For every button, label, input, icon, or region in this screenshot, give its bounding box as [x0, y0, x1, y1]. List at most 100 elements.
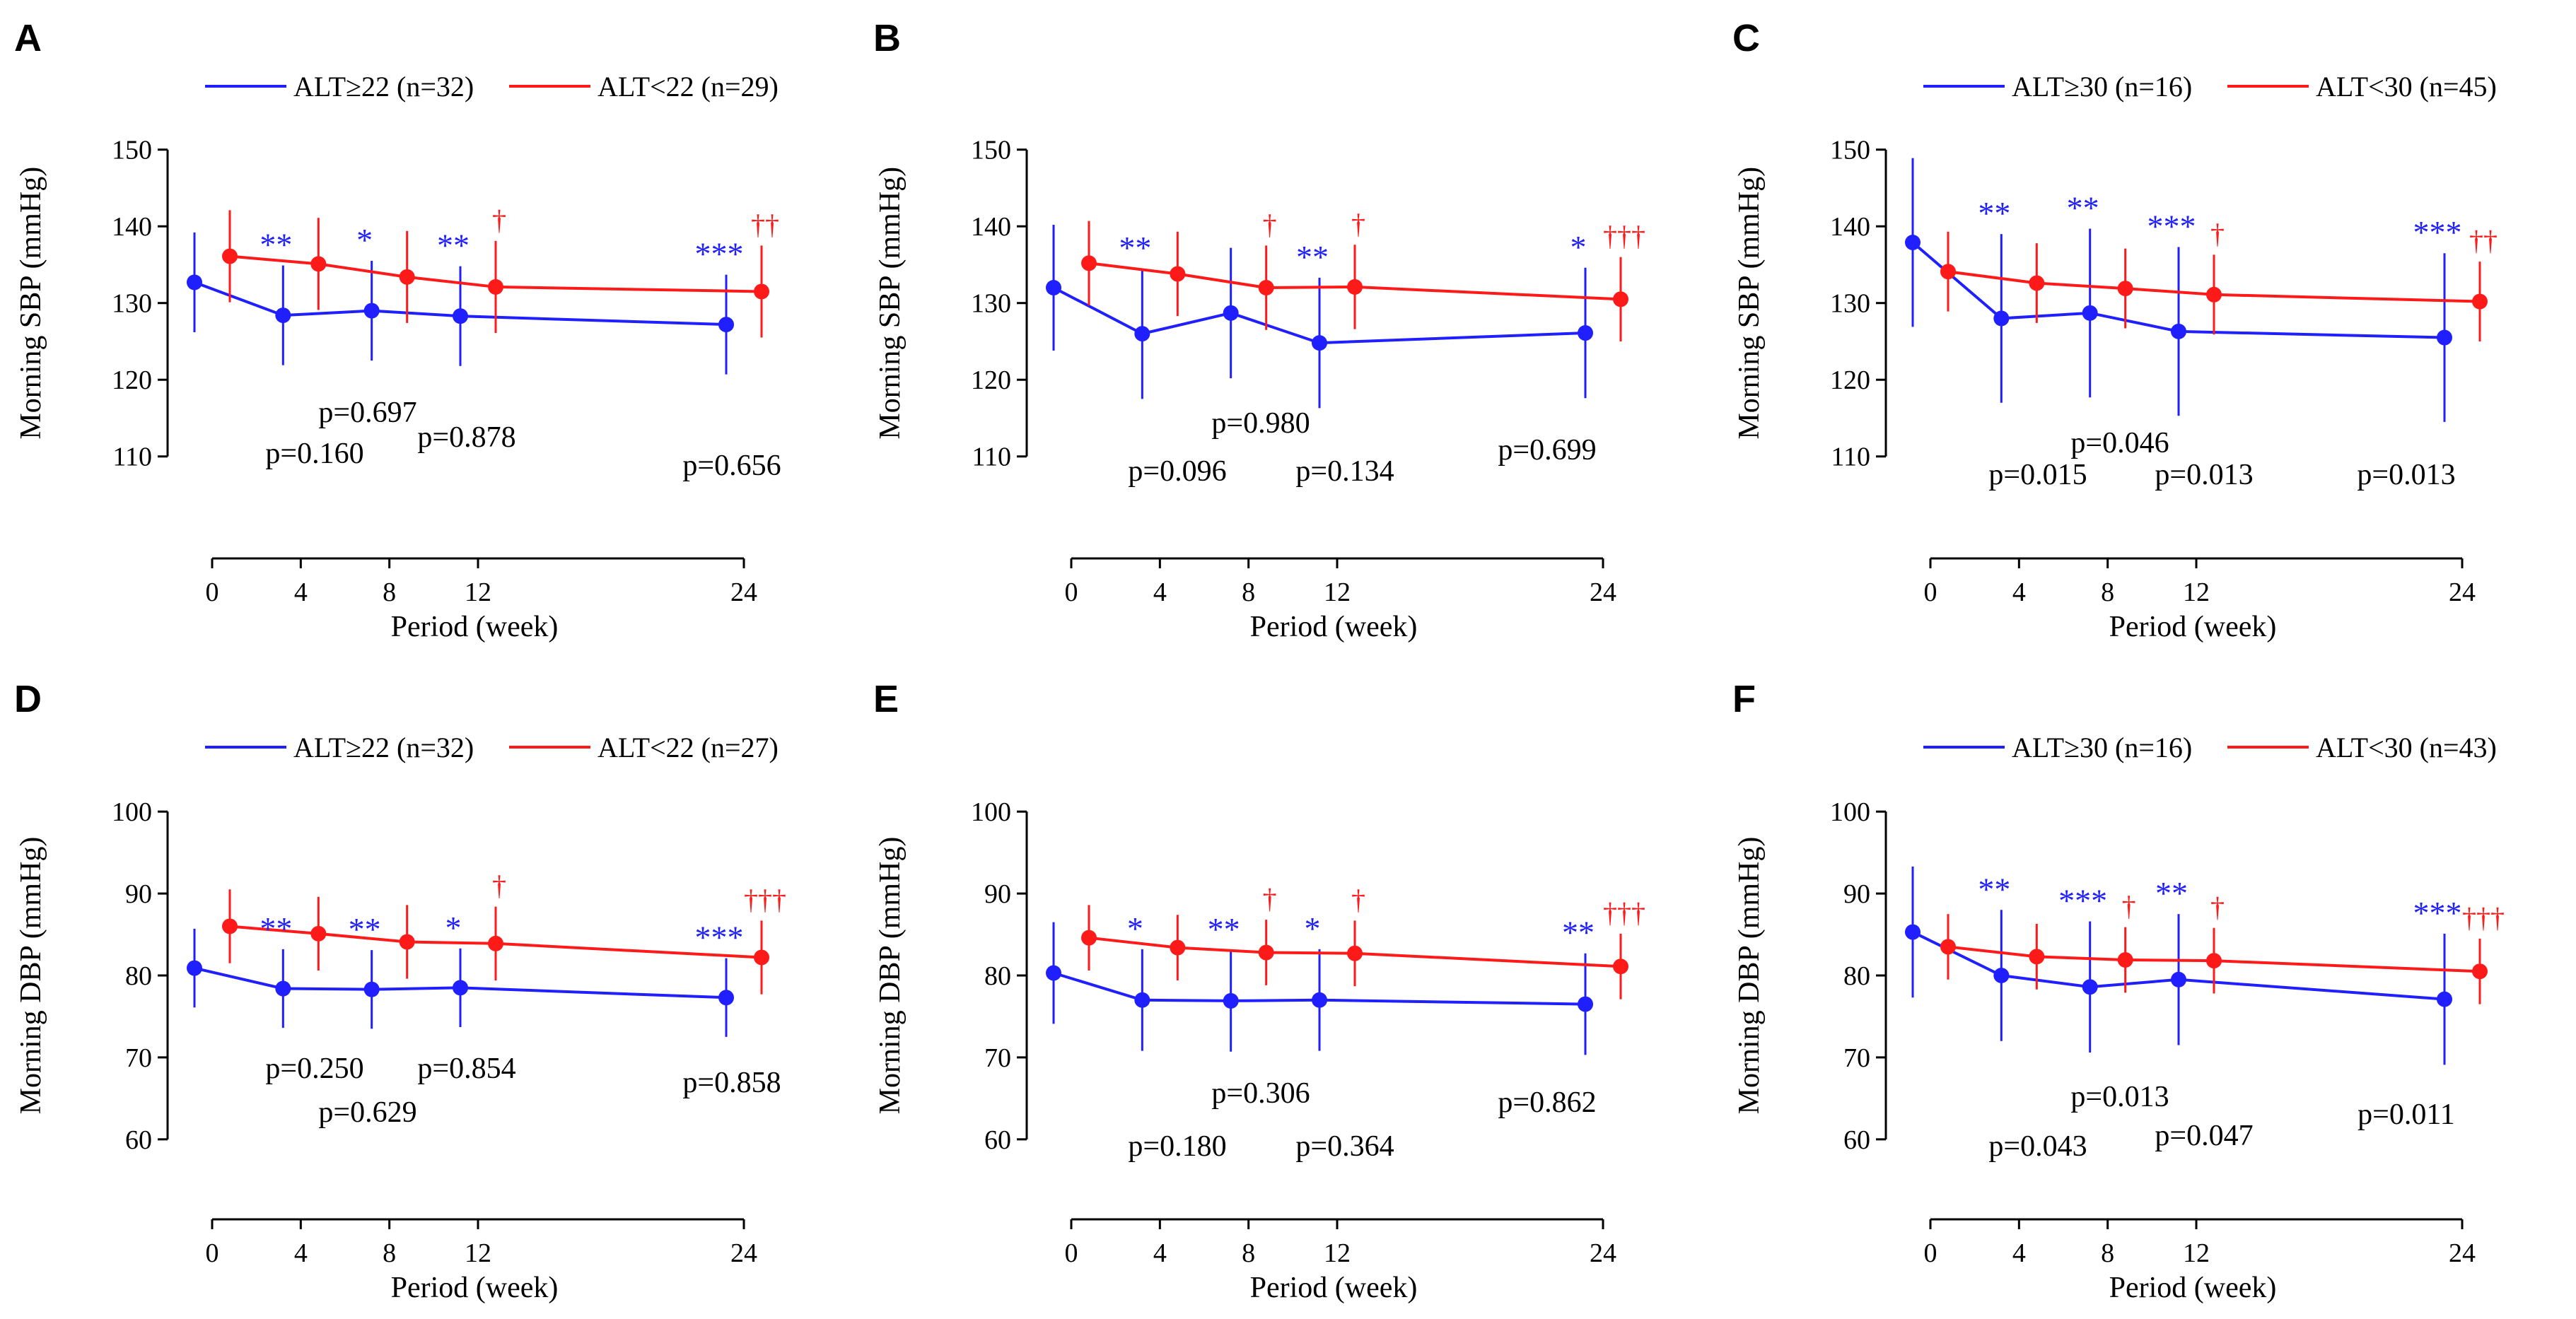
x-tick-label: 0 — [1065, 578, 1078, 607]
x-tick-label: 12 — [1324, 578, 1351, 607]
x-tick-label: 0 — [1924, 578, 1937, 607]
data-point — [718, 317, 734, 333]
panel-c: CALT≥40 (n=8)ALT<40 (n=53)11012013014015… — [1732, 17, 2498, 643]
data-point — [1258, 280, 1274, 296]
data-point — [1170, 266, 1186, 282]
dagger-mark: † — [492, 870, 506, 902]
data-point — [488, 935, 503, 951]
p-value: p=0.046 — [2070, 427, 2169, 459]
data-point — [2171, 323, 2186, 339]
y-axis-label: Morning DBP (mmHg) — [1733, 837, 1766, 1115]
significance-mark: *** — [695, 920, 744, 956]
dagger-mark: † — [2122, 891, 2136, 922]
significance-mark: ** — [1978, 871, 2010, 907]
y-tick-label: 150 — [112, 136, 152, 165]
data-point — [222, 248, 238, 264]
p-value: p=0.134 — [1295, 455, 1394, 488]
y-tick-label: 80 — [1843, 961, 1870, 991]
data-point — [2029, 949, 2045, 965]
p-value: p=0.250 — [265, 1053, 363, 1085]
dagger-mark: † — [2210, 218, 2225, 250]
p-value: p=0.854 — [417, 1053, 515, 1085]
dagger-mark: † — [1351, 208, 1365, 240]
y-tick-label: 150 — [971, 136, 1011, 165]
data-point — [1578, 325, 1593, 341]
data-point — [1134, 326, 1150, 342]
data-point — [187, 274, 202, 291]
data-point — [1134, 992, 1150, 1008]
x-tick-label: 24 — [2449, 578, 2476, 607]
p-value: p=0.306 — [1211, 1077, 1310, 1110]
data-point — [488, 279, 503, 295]
data-point — [2437, 991, 2452, 1007]
x-tick-label: 8 — [383, 578, 396, 607]
x-tick-label: 24 — [1590, 1238, 1616, 1268]
x-tick-label: 8 — [1242, 578, 1255, 607]
p-value: p=0.096 — [1128, 455, 1226, 488]
x-tick-label: 4 — [1153, 578, 1167, 607]
legend-label: ALT<30 (n=45) — [2316, 71, 2497, 102]
x-tick-label: 4 — [2012, 1238, 2026, 1268]
data-point — [222, 918, 238, 934]
p-value: p=0.858 — [682, 1067, 781, 1099]
panel-letter: B — [873, 17, 901, 59]
p-value: p=0.364 — [1295, 1130, 1394, 1163]
legend-label: ALT≥22 (n=32) — [293, 71, 474, 102]
y-tick-label: 130 — [112, 289, 152, 319]
y-tick-label: 110 — [972, 442, 1011, 472]
x-tick-label: 12 — [465, 578, 491, 607]
p-value: p=0.013 — [2357, 459, 2455, 491]
data-point — [310, 925, 327, 942]
significance-mark: * — [1127, 910, 1143, 946]
significance-mark: ** — [437, 228, 470, 264]
y-tick-label: 80 — [984, 961, 1011, 991]
data-point — [1081, 930, 1097, 946]
y-tick-label: 100 — [971, 797, 1011, 827]
x-axis-label: Period (week) — [2109, 1272, 2277, 1304]
panel-letter: C — [1732, 17, 1760, 59]
data-point — [1258, 944, 1274, 961]
dagger-mark: ††† — [1603, 897, 1645, 929]
dagger-mark: † — [492, 204, 506, 236]
data-point — [275, 307, 291, 324]
y-tick-label: 60 — [984, 1125, 1011, 1155]
legend-label: ALT<22 (n=27) — [598, 732, 779, 763]
data-point — [187, 960, 202, 976]
data-point — [2171, 971, 2186, 987]
data-point — [453, 308, 468, 324]
data-point — [1905, 924, 1921, 940]
y-tick-label: 110 — [112, 442, 152, 472]
x-tick-label: 0 — [1065, 1238, 1078, 1268]
significance-mark: * — [445, 910, 462, 946]
p-value: p=0.013 — [2155, 459, 2253, 491]
data-point — [2029, 275, 2045, 291]
x-tick-label: 12 — [465, 1238, 491, 1268]
data-point — [2082, 979, 2098, 995]
y-tick-label: 150 — [1830, 136, 1870, 165]
p-value: p=0.697 — [318, 397, 416, 429]
data-point — [1312, 992, 1327, 1008]
y-tick-label: 120 — [112, 365, 152, 395]
data-point — [1613, 291, 1628, 307]
y-tick-label: 90 — [984, 879, 1011, 909]
data-point — [1046, 280, 1061, 296]
panel-f: FALT≥40 (n=8)ALT<40 (n=51)60708090100048… — [1732, 678, 2505, 1304]
x-tick-label: 0 — [1924, 1238, 1937, 1268]
x-tick-label: 24 — [2449, 1238, 2476, 1268]
x-tick-label: 12 — [1324, 1238, 1351, 1268]
data-point — [1046, 965, 1061, 981]
data-point — [1170, 939, 1186, 956]
legend-label: ALT<22 (n=29) — [598, 71, 779, 102]
p-value: p=0.160 — [265, 438, 363, 470]
legend-label: ALT≥22 (n=32) — [293, 732, 474, 763]
data-point — [1940, 264, 1956, 280]
dagger-mark: ††† — [2462, 902, 2505, 934]
p-value: p=0.013 — [2070, 1081, 2169, 1113]
y-tick-label: 90 — [125, 879, 152, 909]
panel-letter: A — [14, 17, 42, 59]
data-point — [399, 269, 415, 285]
x-tick-label: 4 — [294, 578, 308, 607]
p-value: p=0.629 — [318, 1096, 416, 1129]
